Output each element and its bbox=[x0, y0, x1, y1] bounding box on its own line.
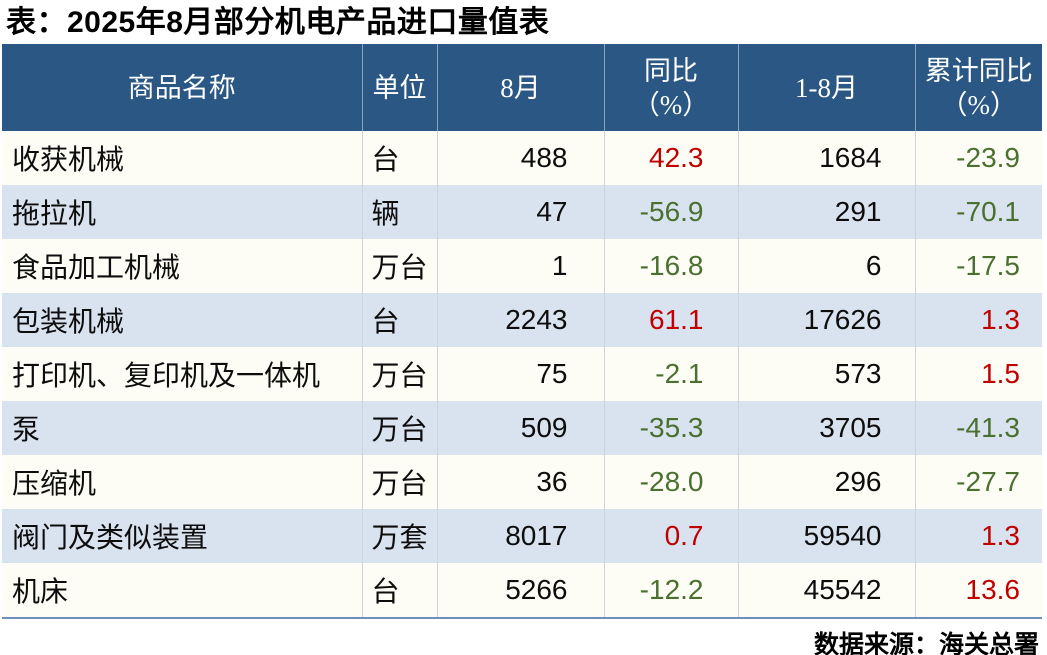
jan-aug-value: 296 bbox=[737, 455, 915, 509]
table-row: 包装机械 台 2243 61.1 17626 1.3 bbox=[2, 293, 1042, 347]
august-value: 47 bbox=[436, 185, 604, 239]
header-cumulative-yoy: 累计同比 （%） bbox=[914, 44, 1042, 131]
product-name: 阀门及类似装置 bbox=[2, 509, 362, 563]
unit-cell: 台 bbox=[361, 293, 437, 347]
yoy-value: -28.0 bbox=[603, 455, 738, 509]
august-value: 5266 bbox=[436, 563, 604, 619]
page-title: 表：2025年8月部分机电产品进口量值表 bbox=[6, 6, 550, 39]
table-row: 拖拉机 辆 47 -56.9 291 -70.1 bbox=[2, 185, 1042, 239]
unit-cell: 台 bbox=[361, 131, 437, 185]
jan-aug-value: 17626 bbox=[737, 293, 915, 347]
jan-aug-value: 45542 bbox=[737, 563, 915, 619]
table-header: 商品名称 单位 8月 同比 （%） 1-8月 累计同比 （%） bbox=[2, 44, 1042, 131]
table-row: 机床 台 5266 -12.2 45542 13.6 bbox=[2, 563, 1042, 619]
header-unit: 单位 bbox=[361, 44, 437, 131]
table-row: 收获机械 台 488 42.3 1684 -23.9 bbox=[2, 131, 1042, 185]
jan-aug-value: 291 bbox=[737, 185, 915, 239]
unit-cell: 万台 bbox=[361, 401, 437, 455]
cumulative-yoy-value: -70.1 bbox=[914, 185, 1042, 239]
unit-cell: 万套 bbox=[361, 509, 437, 563]
product-name: 机床 bbox=[2, 563, 362, 619]
cumulative-yoy-value: 13.6 bbox=[914, 563, 1042, 619]
august-value: 36 bbox=[436, 455, 604, 509]
header-yoy-line1: 同比 bbox=[644, 55, 698, 86]
cumulative-yoy-value: -23.9 bbox=[914, 131, 1042, 185]
header-yoy-line2: （%） bbox=[632, 89, 710, 120]
table-row: 打印机、复印机及一体机 万台 75 -2.1 573 1.5 bbox=[2, 347, 1042, 401]
cumulative-yoy-value: 1.5 bbox=[914, 347, 1042, 401]
unit-cell: 万台 bbox=[361, 347, 437, 401]
table-row: 压缩机 万台 36 -28.0 296 -27.7 bbox=[2, 455, 1042, 509]
import-data-table: 商品名称 单位 8月 同比 （%） 1-8月 累计同比 （%） 收获机械 台 4… bbox=[2, 44, 1042, 619]
cumulative-yoy-value: 1.3 bbox=[914, 509, 1042, 563]
unit-cell: 辆 bbox=[361, 185, 437, 239]
product-name: 泵 bbox=[2, 401, 362, 455]
yoy-value: -16.8 bbox=[603, 239, 738, 293]
august-value: 488 bbox=[436, 131, 604, 185]
header-product-name: 商品名称 bbox=[2, 44, 362, 131]
header-yoy: 同比 （%） bbox=[603, 44, 738, 131]
table-row: 泵 万台 509 -35.3 3705 -41.3 bbox=[2, 401, 1042, 455]
header-cum-line1: 累计同比 bbox=[924, 55, 1033, 86]
august-value: 75 bbox=[436, 347, 604, 401]
cumulative-yoy-value: 1.3 bbox=[914, 293, 1042, 347]
august-value: 8017 bbox=[436, 509, 604, 563]
jan-aug-value: 59540 bbox=[737, 509, 915, 563]
product-name: 打印机、复印机及一体机 bbox=[2, 347, 362, 401]
yoy-value: -12.2 bbox=[603, 563, 738, 619]
header-cum-line2: （%） bbox=[940, 89, 1018, 120]
product-name: 食品加工机械 bbox=[2, 239, 362, 293]
jan-aug-value: 3705 bbox=[737, 401, 915, 455]
unit-cell: 台 bbox=[361, 563, 437, 619]
cumulative-yoy-value: -17.5 bbox=[914, 239, 1042, 293]
jan-aug-value: 573 bbox=[737, 347, 915, 401]
yoy-value: 0.7 bbox=[603, 509, 738, 563]
august-value: 1 bbox=[436, 239, 604, 293]
product-name: 包装机械 bbox=[2, 293, 362, 347]
product-name: 拖拉机 bbox=[2, 185, 362, 239]
yoy-value: 61.1 bbox=[603, 293, 738, 347]
header-jan-aug: 1-8月 bbox=[737, 44, 915, 131]
jan-aug-value: 6 bbox=[737, 239, 915, 293]
data-source-note: 数据来源：海关总署 bbox=[813, 631, 1039, 655]
table-body: 收获机械 台 488 42.3 1684 -23.9 拖拉机 辆 47 -56.… bbox=[2, 131, 1042, 619]
product-name: 收获机械 bbox=[2, 131, 362, 185]
yoy-value: -35.3 bbox=[603, 401, 738, 455]
august-value: 509 bbox=[436, 401, 604, 455]
header-row: 商品名称 单位 8月 同比 （%） 1-8月 累计同比 （%） bbox=[2, 44, 1042, 131]
table-row: 阀门及类似装置 万套 8017 0.7 59540 1.3 bbox=[2, 509, 1042, 563]
header-august: 8月 bbox=[436, 44, 604, 131]
jan-aug-value: 1684 bbox=[737, 131, 915, 185]
product-name: 压缩机 bbox=[2, 455, 362, 509]
table-row: 食品加工机械 万台 1 -16.8 6 -17.5 bbox=[2, 239, 1042, 293]
august-value: 2243 bbox=[436, 293, 604, 347]
yoy-value: 42.3 bbox=[603, 131, 738, 185]
yoy-value: -56.9 bbox=[603, 185, 738, 239]
cumulative-yoy-value: -41.3 bbox=[914, 401, 1042, 455]
unit-cell: 万台 bbox=[361, 239, 437, 293]
cumulative-yoy-value: -27.7 bbox=[914, 455, 1042, 509]
unit-cell: 万台 bbox=[361, 455, 437, 509]
yoy-value: -2.1 bbox=[603, 347, 738, 401]
